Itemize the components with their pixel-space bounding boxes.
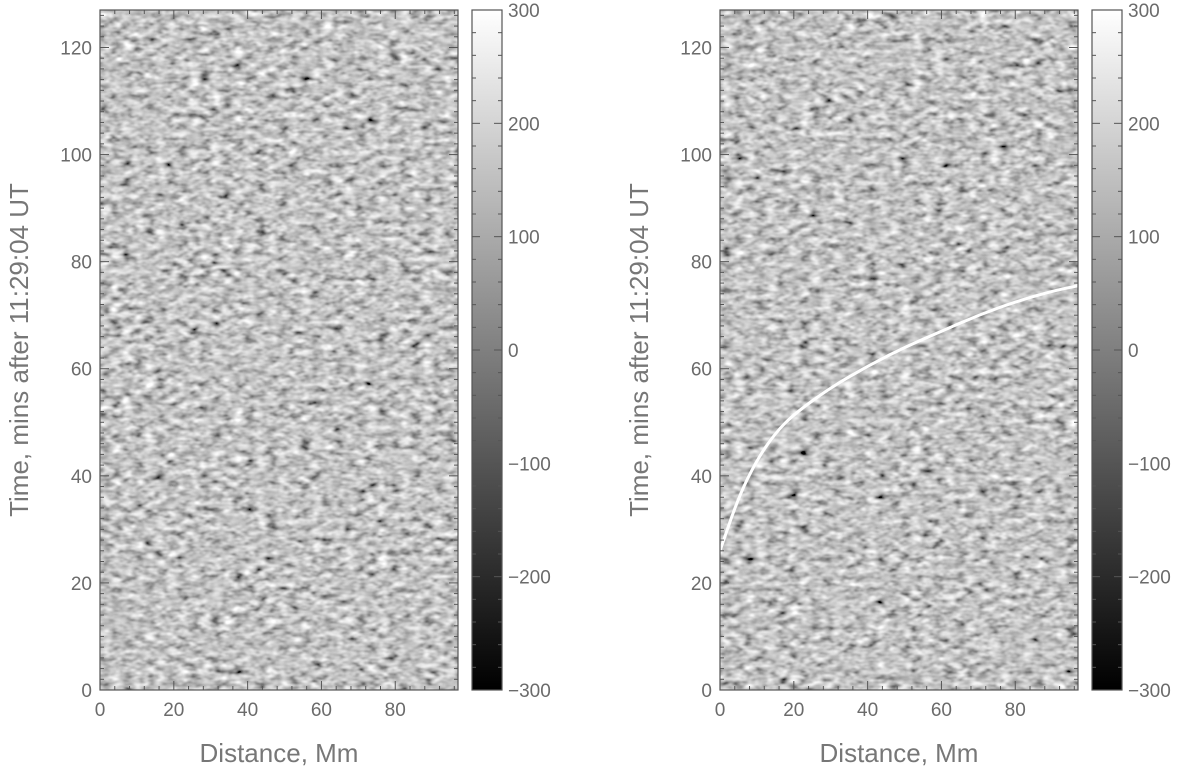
chart-panel-right: 0 20 40 60 80 0 20 40 60 80 100 120 Distance, Mm Time… bbox=[624, 1, 1171, 768]
colorbar-tick-label: 100 bbox=[1128, 228, 1160, 249]
y-tick-label: 100 bbox=[60, 146, 92, 167]
x-tick-label: 40 bbox=[237, 700, 258, 721]
y-tick-label: 20 bbox=[71, 574, 92, 595]
y-axis-title: Time, mins after 11:29:04 UT bbox=[4, 183, 34, 517]
y-tick-label: 0 bbox=[701, 681, 712, 702]
y-tick-label: 120 bbox=[60, 38, 92, 59]
heatmap-image bbox=[100, 10, 458, 690]
y-tick-label: 60 bbox=[71, 360, 92, 381]
colorbar-tick-label: 100 bbox=[508, 228, 540, 249]
colorbar-tick-label: −200 bbox=[508, 568, 551, 589]
x-tick-label: 80 bbox=[385, 700, 406, 721]
colorbar-tick-label: 300 bbox=[508, 1, 540, 22]
colorbar-tick-label: −100 bbox=[508, 454, 551, 475]
y-tick-label: 80 bbox=[71, 253, 92, 274]
x-tick-label: 20 bbox=[783, 700, 804, 721]
colorbar-tick-label: −300 bbox=[508, 681, 551, 702]
colorbar-tick-label: 200 bbox=[508, 114, 540, 135]
x-tick-label: 80 bbox=[1005, 700, 1026, 721]
x-tick-label: 40 bbox=[857, 700, 878, 721]
y-tick-label: 100 bbox=[680, 146, 712, 167]
colorbar-tick-label: −300 bbox=[1128, 681, 1171, 702]
x-tick-label: 0 bbox=[715, 700, 726, 721]
x-axis-title: Distance, Mm bbox=[200, 738, 359, 768]
overlay-fit-line bbox=[718, 284, 1079, 552]
x-tick-label: 0 bbox=[95, 700, 106, 721]
y-tick-label: 40 bbox=[71, 467, 92, 488]
y-tick-label: 120 bbox=[680, 38, 712, 59]
y-tick-label: 60 bbox=[691, 360, 712, 381]
chart-panel-left: 0 20 40 60 80 0 20 40 60 80 100 120 Distance, Mm Time… bbox=[4, 1, 551, 768]
x-tick-label: 60 bbox=[931, 700, 952, 721]
colorbar-tick-label: 0 bbox=[508, 341, 519, 362]
plot-frame bbox=[719, 9, 1079, 691]
y-tick-label: 20 bbox=[691, 574, 712, 595]
colorbar-tick-label: 0 bbox=[1128, 341, 1139, 362]
x-tick-label: 20 bbox=[163, 700, 184, 721]
x-tick-label: 60 bbox=[311, 700, 332, 721]
colorbar-tick-label: 200 bbox=[1128, 114, 1160, 135]
y-axis-title: Time, mins after 11:29:04 UT bbox=[624, 183, 654, 517]
y-tick-label: 80 bbox=[691, 253, 712, 274]
y-tick-label: 0 bbox=[81, 681, 92, 702]
y-tick-label: 40 bbox=[691, 467, 712, 488]
colorbar-tick-label: −100 bbox=[1128, 454, 1171, 475]
plot-frame bbox=[99, 9, 459, 691]
colorbar-tick-label: −200 bbox=[1128, 568, 1171, 589]
x-axis-title: Distance, Mm bbox=[820, 738, 979, 768]
colorbar-tick-label: 300 bbox=[1128, 1, 1160, 22]
